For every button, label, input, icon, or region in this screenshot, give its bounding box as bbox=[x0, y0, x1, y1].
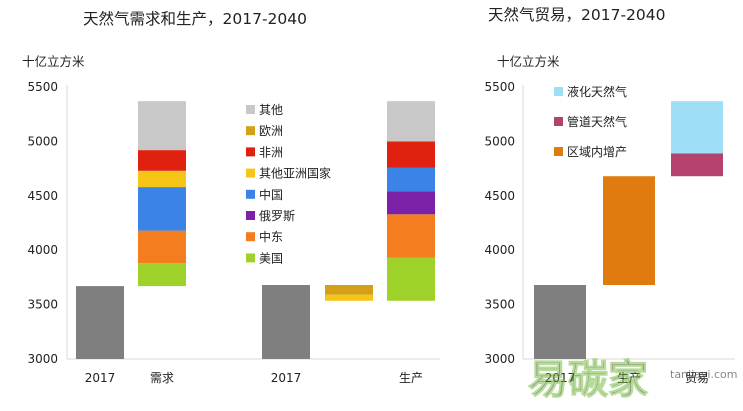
bar-2017-production bbox=[262, 285, 310, 359]
legend-swatch bbox=[246, 126, 255, 136]
y-tick-label: 4000 bbox=[27, 243, 58, 257]
y-tick-label: 4500 bbox=[484, 189, 515, 203]
legend-label: 非洲 bbox=[259, 145, 283, 159]
bar-production-decline-segment bbox=[325, 294, 373, 301]
legend-swatch bbox=[246, 253, 255, 263]
legend-label: 美国 bbox=[259, 251, 283, 265]
bar-production-segment bbox=[387, 141, 435, 168]
y-tick-label: 5500 bbox=[484, 80, 515, 94]
x-category-label: 2017 bbox=[85, 371, 116, 385]
legend-label: 其他亚洲国家 bbox=[259, 166, 331, 181]
y-tick-label: 3000 bbox=[484, 352, 515, 366]
y-tick-label: 4000 bbox=[484, 243, 515, 257]
right-y-axis: 3000 3500 4000 4500 5000 5500 bbox=[484, 80, 515, 366]
bar-trade-segment bbox=[671, 101, 723, 154]
legend-swatch bbox=[246, 168, 255, 178]
bar-demand-segment bbox=[138, 150, 186, 171]
y-tick-label: 3500 bbox=[27, 298, 58, 312]
legend-swatch bbox=[554, 87, 563, 96]
bar-trade-segment bbox=[534, 285, 586, 359]
y-tick-label: 3000 bbox=[27, 352, 58, 366]
legend-label: 其他 bbox=[259, 103, 283, 117]
bar-trade-segment bbox=[603, 176, 655, 286]
bar-demand-segment bbox=[138, 101, 186, 151]
bar-production-segment bbox=[387, 167, 435, 192]
y-tick-label: 5500 bbox=[27, 80, 58, 94]
y-tick-label: 4500 bbox=[27, 189, 58, 203]
bar-demand-segment bbox=[138, 187, 186, 231]
bar-production-decline-segment bbox=[325, 285, 373, 295]
bar-demand-segment bbox=[138, 170, 186, 188]
watermark-text: 易碳家 bbox=[528, 357, 648, 403]
legend-swatch bbox=[246, 232, 255, 242]
bar-2017-demand bbox=[76, 286, 124, 359]
legend-swatch bbox=[246, 105, 255, 114]
legend-label: 区域内增产 bbox=[567, 145, 627, 159]
watermark: 易碳家 tanjiayi.com bbox=[528, 357, 738, 404]
bar-production-segment bbox=[387, 191, 435, 215]
bar-production-segment bbox=[387, 257, 435, 301]
bar-demand-segment bbox=[138, 230, 186, 264]
left-chart-title: 天然气需求和生产，2017-2040 bbox=[83, 10, 307, 28]
left-y-axis: 3000 3500 4000 4500 5000 5500 bbox=[27, 80, 58, 366]
bar-production-segment bbox=[387, 214, 435, 258]
x-category-label: 贸易 bbox=[685, 371, 709, 385]
legend-swatch bbox=[554, 147, 563, 156]
legend-swatch bbox=[246, 147, 255, 157]
bar-trade-segment bbox=[671, 153, 723, 177]
legend-label: 液化天然气 bbox=[567, 84, 627, 99]
legend-swatch bbox=[554, 117, 563, 126]
legend-label: 中国 bbox=[259, 187, 283, 202]
bar-demand-segment bbox=[138, 263, 186, 287]
right-chart-title: 天然气贸易，2017-2040 bbox=[488, 6, 666, 24]
watermark-url: tanjiayi.com bbox=[670, 368, 737, 381]
legend-swatch bbox=[246, 189, 255, 199]
legend-label: 中东 bbox=[259, 229, 283, 244]
left-unit-label: 十亿立方米 bbox=[22, 54, 85, 69]
x-category-label: 2017 bbox=[545, 371, 576, 385]
y-tick-label: 3500 bbox=[484, 298, 515, 312]
x-category-label: 需求 bbox=[150, 371, 174, 385]
left-bars bbox=[76, 101, 435, 359]
right-bars bbox=[534, 101, 723, 359]
left-x-axis: 2017 需求 2017 生产 bbox=[85, 371, 423, 385]
right-unit-label: 十亿立方米 bbox=[497, 54, 560, 69]
legend-swatch bbox=[246, 211, 255, 220]
y-tick-label: 5000 bbox=[27, 134, 58, 148]
x-category-label: 生产 bbox=[617, 371, 641, 385]
right-x-axis: 2017 生产 贸易 bbox=[545, 371, 709, 385]
bar-production-segment bbox=[387, 101, 435, 142]
legend-label: 俄罗斯 bbox=[259, 209, 295, 223]
x-category-label: 生产 bbox=[399, 371, 423, 385]
x-category-label: 2017 bbox=[271, 371, 302, 385]
y-tick-label: 5000 bbox=[484, 134, 515, 148]
legend-label: 管道天然气 bbox=[567, 114, 627, 129]
legend-label: 欧洲 bbox=[259, 124, 283, 138]
